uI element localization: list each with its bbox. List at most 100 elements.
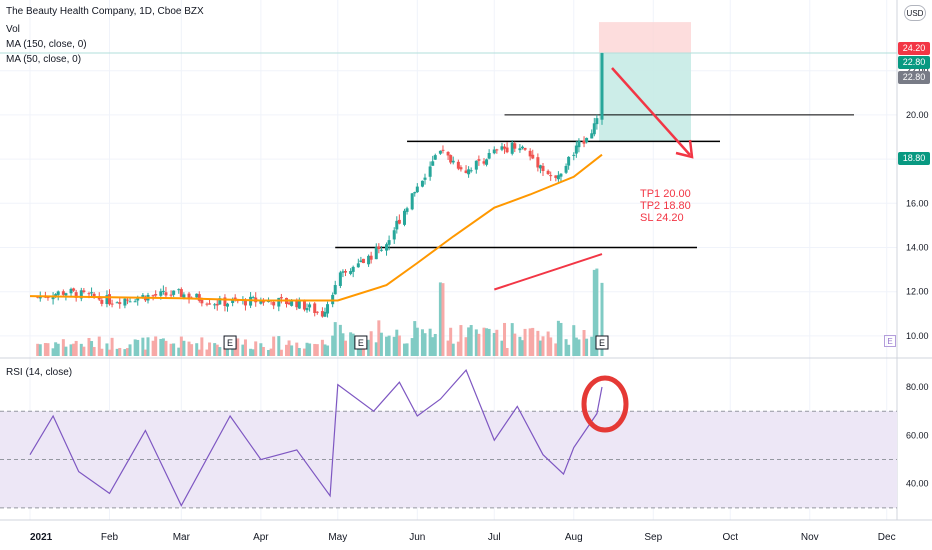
target-zone xyxy=(598,53,691,142)
volume-bar xyxy=(105,343,109,356)
volume-bar xyxy=(56,343,60,356)
time-tick-label: Jul xyxy=(488,532,501,543)
candle-body xyxy=(61,291,65,295)
candle-body xyxy=(333,285,337,295)
sl-label: SL 24.20 xyxy=(640,212,684,224)
ma50-line xyxy=(29,153,603,302)
currency-button[interactable]: USD xyxy=(904,5,926,21)
candle-body xyxy=(54,294,58,296)
volume-bar xyxy=(254,341,258,356)
candle-body xyxy=(115,302,119,304)
candle-body xyxy=(410,193,414,210)
candle-body xyxy=(518,148,522,151)
candle-body xyxy=(402,210,406,225)
candle-body xyxy=(82,290,86,292)
volume-bar xyxy=(451,343,455,356)
volume-bar xyxy=(485,328,489,356)
candle-body xyxy=(218,298,222,305)
candle-body xyxy=(159,291,163,296)
tp1-label: TP1 20.00 xyxy=(640,188,691,200)
candle-body xyxy=(195,293,199,298)
candle-body xyxy=(567,156,571,166)
volume-bar xyxy=(482,327,486,356)
volume-bar xyxy=(72,343,76,356)
volume-bar xyxy=(397,335,401,356)
tp2-label: TP2 18.80 xyxy=(640,200,691,212)
candle-body xyxy=(600,53,604,120)
candle-body xyxy=(136,297,140,301)
price-tick-label: 22.00 xyxy=(906,66,929,76)
candle-body xyxy=(125,299,129,301)
candle-body xyxy=(315,311,319,313)
volume-bar xyxy=(195,343,199,356)
volume-bar xyxy=(259,343,263,356)
rsi-tick-label: 40.00 xyxy=(906,479,929,489)
volume-bar xyxy=(385,336,389,356)
earnings-marker: E xyxy=(354,335,368,350)
earnings-marker-box xyxy=(354,335,368,350)
chart-title: The Beauty Health Company, 1D, Cboe BZX xyxy=(6,6,204,17)
volume-bar xyxy=(585,338,589,356)
candle-body xyxy=(503,146,507,149)
volume-bar xyxy=(528,328,532,356)
candle-body xyxy=(405,208,409,212)
volume-bar xyxy=(218,347,222,356)
price-tick-label: 12.00 xyxy=(906,287,929,297)
volume-bar xyxy=(213,343,217,356)
candle-body xyxy=(449,155,453,163)
volume-bar xyxy=(146,337,150,356)
candle-body xyxy=(387,240,391,245)
candle-body xyxy=(151,295,155,297)
volume-bar xyxy=(446,340,450,356)
volume-bar xyxy=(236,338,240,356)
volume-bar xyxy=(590,336,594,356)
candle-body xyxy=(577,140,581,148)
volume-bar xyxy=(200,337,204,356)
volume-bar xyxy=(431,337,435,356)
volume-bar xyxy=(261,346,265,356)
price-badge-last: 22.80 xyxy=(898,71,930,84)
volume-bar xyxy=(305,342,309,356)
volume-bar xyxy=(233,345,237,356)
volume-bar xyxy=(459,325,463,356)
candle-body xyxy=(164,292,168,296)
volume-bar xyxy=(38,344,42,356)
candle-body xyxy=(51,297,55,300)
candle-body xyxy=(485,159,489,165)
volume-bar xyxy=(51,348,55,356)
candle-body xyxy=(349,271,353,274)
candle-body xyxy=(295,301,299,308)
earnings-marker-scale[interactable]: E xyxy=(884,335,896,347)
volume-bar xyxy=(92,346,96,356)
volume-bar xyxy=(377,320,381,356)
candle-body xyxy=(233,297,237,300)
candle-body xyxy=(523,147,527,150)
candle-body xyxy=(261,300,265,303)
earnings-marker: E xyxy=(223,335,237,350)
volume-bar xyxy=(320,339,324,356)
volume-bar xyxy=(464,337,468,356)
candle-body xyxy=(179,289,183,297)
volume-bar xyxy=(315,344,319,356)
candle-body xyxy=(359,260,363,263)
volume-bar xyxy=(125,348,129,356)
volume-bar xyxy=(369,331,373,356)
candle-body xyxy=(182,294,186,299)
volume-bar xyxy=(559,322,563,356)
candle-body xyxy=(469,170,473,172)
earnings-marker-label: E xyxy=(227,338,233,348)
candle-body xyxy=(559,173,563,177)
candle-body xyxy=(590,133,594,139)
candle-body xyxy=(513,143,517,149)
volume-bar xyxy=(413,321,417,356)
volume-bar xyxy=(395,329,399,356)
candle-body xyxy=(105,295,109,305)
volume-bar xyxy=(367,339,371,356)
volume-bar xyxy=(308,343,312,356)
volume-bar xyxy=(169,343,173,356)
candle-body xyxy=(500,146,504,150)
candle-body xyxy=(110,303,114,305)
time-tick-label: Feb xyxy=(101,532,119,543)
volume-bar xyxy=(290,345,294,356)
volume-bar xyxy=(349,332,353,356)
